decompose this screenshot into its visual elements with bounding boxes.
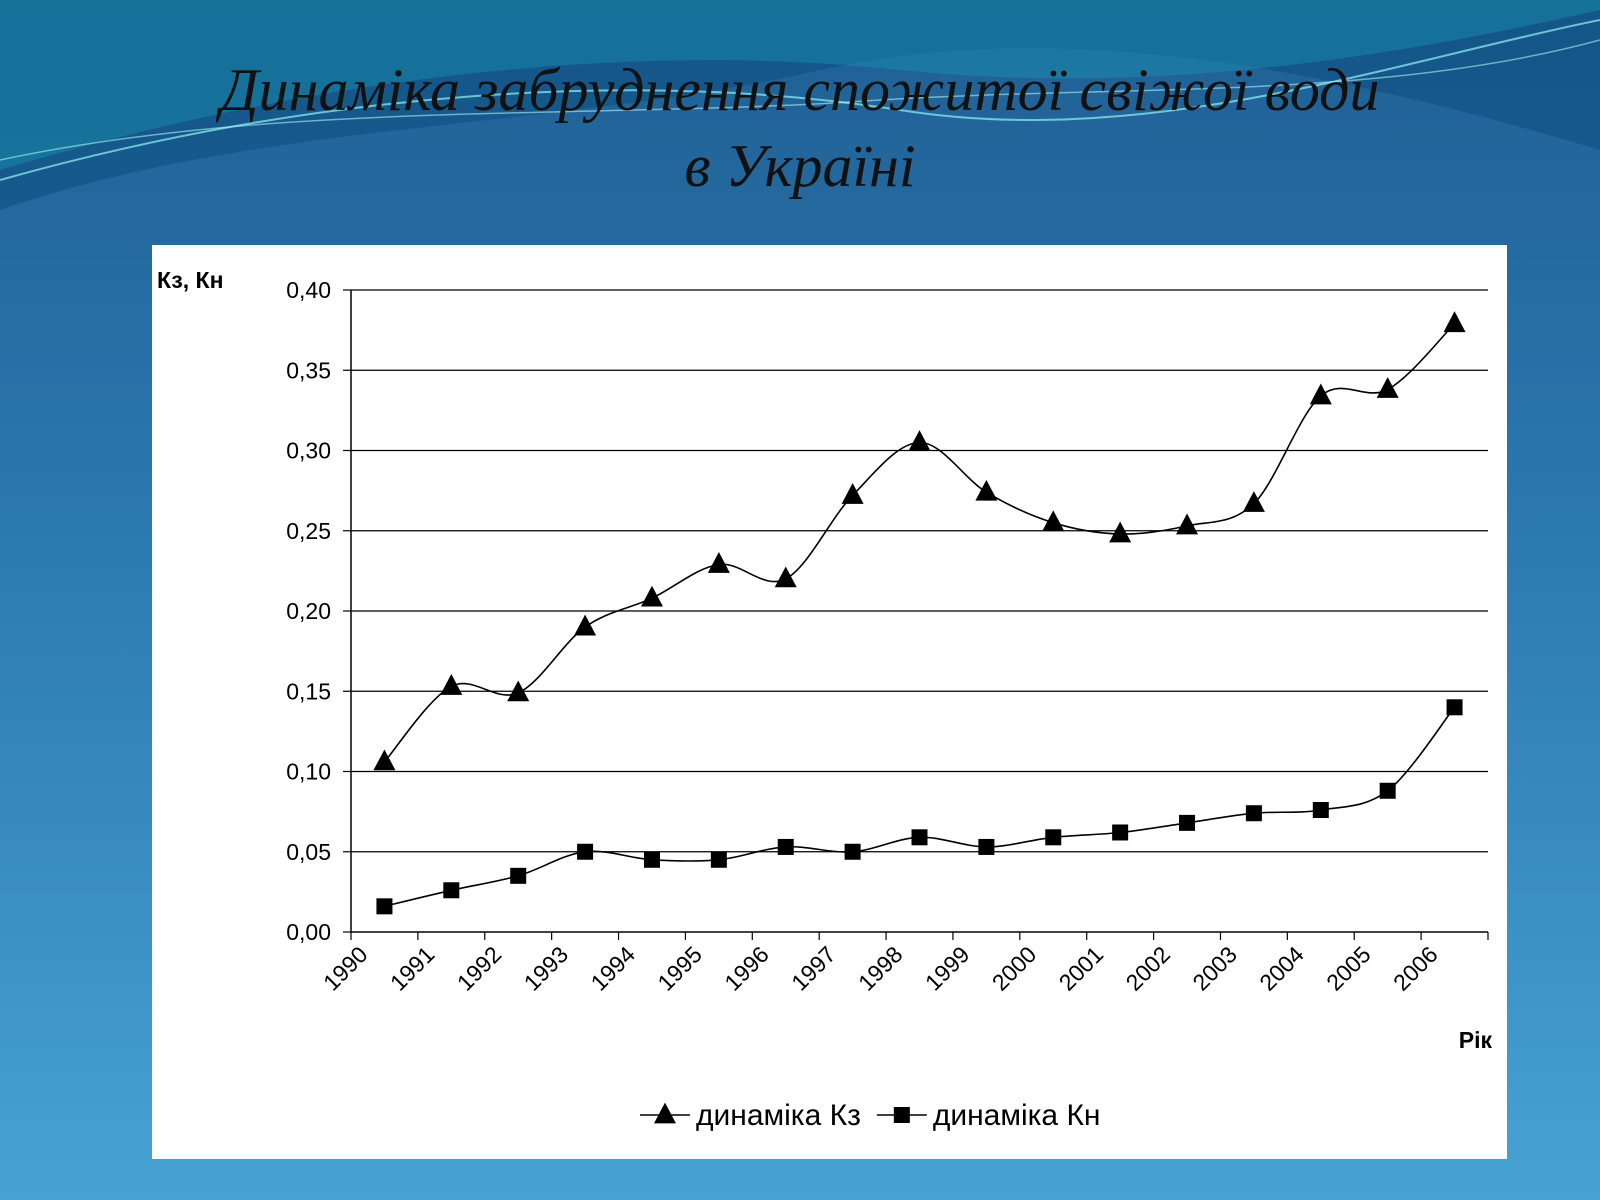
- legend: динаміка Кз динаміка Кн: [640, 1099, 1101, 1132]
- y-tick-label: 0,40: [286, 277, 331, 303]
- x-tick-label: 1992: [452, 941, 507, 996]
- legend-square-marker: [893, 1107, 910, 1123]
- series-2: [376, 699, 1463, 915]
- triangle-point: [1443, 311, 1466, 333]
- gridlines: [351, 289, 1488, 853]
- legend-label: динаміка Кз: [696, 1099, 861, 1132]
- series-line: [384, 706, 1456, 908]
- x-tick-label: 1998: [853, 941, 908, 996]
- x-tick-label: 2001: [1054, 941, 1109, 996]
- x-tick-label: 2006: [1388, 941, 1443, 996]
- square-point: [643, 851, 660, 868]
- triangle-point: [1242, 491, 1265, 512]
- square-point: [1379, 782, 1396, 799]
- square-point: [577, 843, 594, 860]
- legend-item-1: динаміка Кз: [640, 1099, 861, 1132]
- square-point: [1245, 805, 1262, 822]
- y-tick-label: 0,35: [286, 357, 331, 383]
- triangle-point: [1376, 377, 1399, 398]
- series-line: [383, 323, 1456, 763]
- wave-line-2: [0, 39, 1600, 161]
- x-tick-label: 1993: [519, 941, 574, 996]
- x-tick-label: 1995: [652, 941, 707, 996]
- x-tick-label: 2003: [1187, 941, 1242, 996]
- y-tick-label: 0,25: [286, 518, 331, 544]
- triangle-point: [1176, 513, 1199, 535]
- y-tick-label: 0,20: [286, 598, 331, 624]
- y-tick-label: 0,30: [286, 438, 331, 464]
- square-point: [710, 851, 727, 868]
- triangle-point: [507, 680, 530, 702]
- y-tick-label: 0,05: [286, 839, 331, 865]
- triangle-point: [908, 430, 931, 451]
- wave-dark: [0, 0, 1600, 210]
- x-tick-label: 1991: [385, 941, 440, 996]
- square-point: [844, 843, 861, 860]
- square-point: [510, 867, 527, 884]
- legend-triangle-marker: [654, 1102, 676, 1124]
- triangle-point: [373, 749, 396, 771]
- series-1: [373, 311, 1466, 771]
- triangle-point: [841, 483, 864, 504]
- slide-title-line1: Динаміка забруднення спожитої свіжої вод…: [220, 57, 1380, 123]
- x-tick-label: 2002: [1121, 941, 1176, 996]
- square-point: [1312, 802, 1329, 819]
- triangle-point: [975, 479, 998, 501]
- slide-title: Динаміка забруднення спожитої свіжої вод…: [0, 52, 1600, 204]
- triangle-point: [1042, 510, 1065, 532]
- square-point: [1112, 824, 1129, 841]
- slide-title-line2: в Україні: [684, 133, 916, 199]
- wave-teal: [0, 0, 1600, 170]
- square-point: [777, 838, 794, 855]
- triangle-point: [1309, 383, 1332, 405]
- y-tick-label: 0,15: [286, 678, 331, 704]
- x-tick-label: 2000: [987, 941, 1042, 996]
- square-point: [978, 838, 995, 855]
- x-tick-label: 1997: [786, 941, 841, 996]
- square-point: [1446, 699, 1463, 716]
- wave-line-1: [0, 19, 1600, 181]
- triangle-point: [707, 552, 730, 573]
- triangle-point: [640, 585, 663, 607]
- x-tick-label: 1996: [719, 941, 774, 996]
- y-axis-title: Кз, Кн: [157, 267, 223, 293]
- series-layer: [373, 311, 1466, 915]
- triangle-point: [440, 674, 463, 695]
- x-tick-label: 2004: [1254, 941, 1309, 996]
- square-point: [1045, 829, 1062, 846]
- triangle-point: [1109, 521, 1132, 543]
- chart-panel: 0,00 0,05 0,10 0,15 0,20 0,25 0,30 0,35 0,40 1990…: [152, 245, 1507, 1159]
- x-tick-label: 1999: [920, 941, 975, 996]
- square-point: [1179, 814, 1196, 831]
- x-axis-title: Рік: [1459, 1027, 1493, 1053]
- x-tick-label: 1990: [318, 941, 373, 996]
- square-point: [911, 829, 928, 846]
- y-tick-label: 0,10: [286, 759, 331, 785]
- triangle-point: [774, 566, 797, 588]
- triangle-point: [574, 614, 597, 636]
- square-point: [376, 898, 393, 915]
- line-chart: 0,00 0,05 0,10 0,15 0,20 0,25 0,30 0,35 0,40 1990…: [157, 267, 1493, 1132]
- square-point: [443, 882, 460, 899]
- legend-item-2: динаміка Кн: [876, 1099, 1101, 1132]
- legend-label: динаміка Кн: [933, 1099, 1101, 1132]
- y-tick-label: 0,00: [286, 919, 331, 945]
- x-tick-label: 1994: [585, 941, 640, 996]
- x-tick-label: 2005: [1321, 941, 1376, 996]
